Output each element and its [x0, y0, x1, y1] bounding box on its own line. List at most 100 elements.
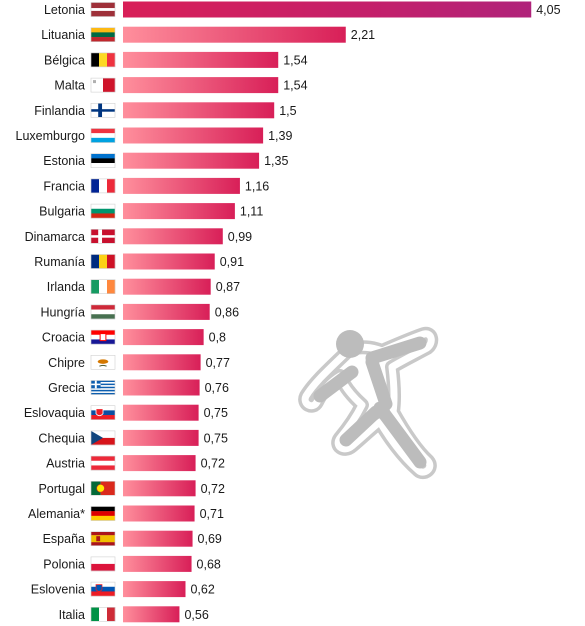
bar	[123, 203, 235, 220]
chart-row: Rumanía 0,91	[34, 253, 244, 270]
value-label: 0,56	[184, 608, 208, 622]
bar	[123, 354, 201, 371]
chart-row: Croacia 0,8	[42, 329, 226, 346]
category-label: España	[43, 532, 85, 546]
value-label: 1,11	[240, 205, 263, 219]
chart-row: Lituania 2,21	[41, 26, 375, 43]
bar	[123, 505, 195, 522]
category-label: Luxemburgo	[16, 129, 86, 143]
value-label: 0,91	[220, 255, 244, 269]
category-label: Alemania*	[28, 507, 85, 521]
bar	[123, 581, 186, 598]
bar	[123, 329, 204, 346]
category-label: Eslovaquia	[24, 406, 85, 420]
chart-row: Grecia 0,76	[48, 379, 229, 396]
category-label: Estonia	[43, 154, 85, 168]
category-label: Croacia	[42, 331, 85, 345]
flag-icon-estonia	[90, 153, 116, 168]
flag-icon-cyprus	[90, 354, 116, 370]
chart-row: Eslovaquia 0,75	[24, 404, 228, 421]
chart-row: Bulgaria 1,11	[39, 203, 263, 220]
chart-row: Bélgica 1,54	[44, 51, 308, 68]
value-label: 0,75	[204, 431, 228, 445]
bar	[123, 26, 346, 43]
category-label: Chequia	[38, 431, 85, 445]
chart-row: Hungría 0,86	[41, 303, 239, 320]
flag-icon-croatia	[90, 329, 116, 345]
chart-row: Eslovenia 0,62	[31, 581, 215, 598]
value-label: 0,72	[201, 482, 225, 496]
chart-row: Luxemburgo 1,39	[16, 127, 292, 144]
value-label: 0,8	[209, 331, 226, 345]
category-label: Malta	[54, 79, 85, 93]
bar	[123, 303, 210, 320]
value-label: 0,77	[206, 356, 230, 370]
category-label: Letonia	[44, 3, 85, 17]
chart-row: Alemania* 0,71	[28, 505, 224, 522]
chart-row: Finlandia 1,5	[34, 102, 297, 119]
category-label: Rumanía	[34, 255, 85, 269]
value-label: 0,75	[204, 406, 228, 420]
category-label: Bulgaria	[39, 205, 85, 219]
bar	[123, 455, 196, 472]
flag-icon-denmark	[90, 229, 116, 244]
chart-row: Francia 1,16	[43, 177, 269, 194]
category-label: Grecia	[48, 381, 85, 395]
chart-row: España 0,69	[43, 530, 222, 547]
value-label: 0,68	[197, 557, 221, 571]
category-label: Hungría	[41, 305, 86, 319]
flag-icon-germany	[90, 506, 116, 521]
category-label: Francia	[43, 179, 85, 193]
category-label: Polonia	[43, 557, 85, 571]
value-label: 1,35	[264, 154, 288, 168]
flag-icon-latvia	[90, 2, 116, 17]
category-label: Dinamarca	[25, 230, 85, 244]
value-label: 0,69	[198, 532, 222, 546]
category-label: Italia	[59, 608, 85, 622]
chart-row: Dinamarca 0,99	[25, 228, 252, 245]
chart-row: Letonia 4,05	[44, 1, 561, 18]
category-label: Eslovenia	[31, 583, 85, 597]
chart-row: Estonia 1,35	[43, 152, 288, 169]
category-label: Chipre	[48, 356, 85, 370]
bar	[123, 429, 199, 446]
chart-row: Chequia 0,75	[38, 429, 228, 446]
bar	[123, 177, 240, 194]
bar	[123, 555, 192, 572]
bar	[123, 102, 275, 119]
flag-icon-ireland	[90, 279, 116, 295]
value-label: 1,39	[268, 129, 292, 143]
chart-row: Malta 1,54	[54, 77, 308, 94]
flag-icon-greece	[90, 380, 116, 395]
flag-icon-romania	[90, 254, 116, 269]
bar	[123, 228, 223, 245]
value-label: 2,21	[351, 28, 375, 42]
bar	[123, 480, 196, 497]
category-label: Lituania	[41, 28, 85, 42]
value-label: 0,62	[190, 583, 214, 597]
bar	[123, 51, 279, 68]
flag-icon-lithuania	[90, 27, 116, 43]
value-label: 0,71	[200, 507, 224, 521]
chart-row: Portugal 0,72	[38, 480, 225, 497]
bar	[123, 1, 532, 18]
value-label: 1,5	[279, 104, 296, 118]
value-label: 0,76	[205, 381, 229, 395]
chart-row: Irlanda 0,87	[47, 278, 240, 295]
category-label: Finlandia	[34, 104, 85, 118]
value-label: 0,72	[201, 457, 225, 471]
flag-icon-czechia	[90, 430, 116, 446]
bar	[123, 379, 200, 396]
value-label: 1,54	[283, 53, 307, 67]
flag-icon-bulgaria	[90, 203, 116, 219]
value-label: 0,86	[215, 305, 239, 319]
bar	[123, 278, 211, 295]
body-outline-icon	[298, 326, 439, 479]
bar	[123, 404, 199, 421]
flag-icon-slovakia	[90, 405, 116, 421]
bar	[123, 77, 279, 94]
flag-icon-italy	[90, 606, 116, 622]
flag-icon-belgium	[90, 52, 116, 68]
bar	[123, 606, 180, 623]
